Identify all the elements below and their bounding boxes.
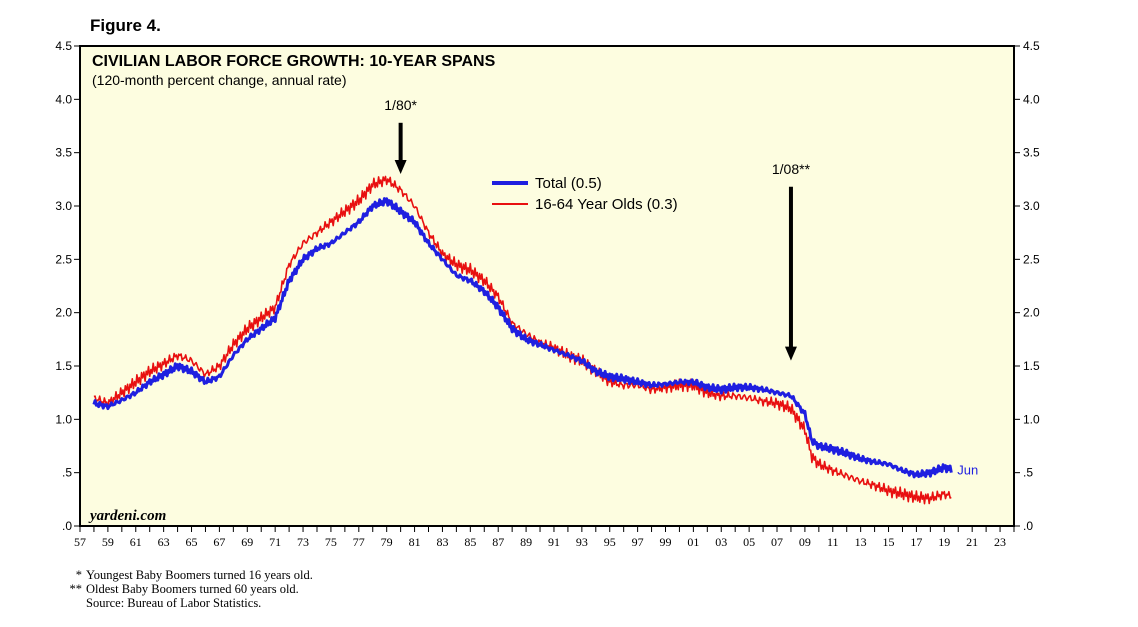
y-tick-label-right: .0 xyxy=(1023,519,1033,533)
x-tick-label: 19 xyxy=(938,535,950,549)
legend: Total (0.5) 16-64 Year Olds (0.3) xyxy=(492,175,678,213)
x-tick-label: 13 xyxy=(855,535,867,549)
annotation-label: 1/80* xyxy=(384,97,417,113)
x-tick-label: 05 xyxy=(743,535,755,549)
x-tick-label: 21 xyxy=(966,535,978,549)
y-tick-label-right: 1.0 xyxy=(1023,412,1040,426)
annotation-arrow-head xyxy=(784,346,797,361)
x-tick-label: 95 xyxy=(604,535,616,549)
annotation-arrow-head xyxy=(394,160,407,174)
y-tick-label-left: 1.0 xyxy=(55,412,72,426)
y-tick-label-right: .5 xyxy=(1023,466,1033,480)
x-tick-label: 77 xyxy=(353,535,365,549)
y-axis-right: .0 .5 1.0 1.5 2.0 2.5 3.0 3.5 4.0 4.5 xyxy=(1014,39,1040,533)
y-tick-label-left: 4.0 xyxy=(55,92,72,106)
y-axis-left: .0 .5 1.0 1.5 2.0 2.5 3.0 3.5 4.0 4.5 xyxy=(55,39,80,533)
watermark: yardeni.com xyxy=(88,508,166,524)
footnote: ** Oldest Baby Boomers turned 60 years ol… xyxy=(60,582,313,596)
chart-subtitle: (120-month percent change, annual rate) xyxy=(92,72,347,88)
footnote-text: Source: Bureau of Labor Statistics. xyxy=(86,596,262,610)
footnote-text: Youngest Baby Boomers turned 16 years ol… xyxy=(86,568,313,582)
x-tick-label: 71 xyxy=(269,535,281,549)
y-tick-label-left: 3.5 xyxy=(55,146,72,160)
x-tick-label: 15 xyxy=(883,535,895,549)
x-tick-label: 63 xyxy=(158,535,170,549)
y-tick-label-left: 2.0 xyxy=(55,306,72,320)
legend-label-16-64: 16-64 Year Olds (0.3) xyxy=(535,196,678,213)
x-tick-label: 99 xyxy=(659,535,671,549)
y-tick-label-right: 3.5 xyxy=(1023,146,1040,160)
x-tick-label: 17 xyxy=(910,535,922,549)
y-tick-label-left: 3.0 xyxy=(55,199,72,213)
series-line-total xyxy=(92,197,953,479)
x-tick-label: 69 xyxy=(241,535,253,549)
x-tick-label: 01 xyxy=(687,535,699,549)
y-tick-label-left: .0 xyxy=(62,519,72,533)
footnote-marker: * xyxy=(75,568,82,582)
legend-label-total: Total (0.5) xyxy=(535,175,602,192)
x-tick-label: 07 xyxy=(771,535,783,549)
x-tick-label: 65 xyxy=(186,535,198,549)
y-tick-label-right: 3.0 xyxy=(1023,199,1040,213)
footnotes: * Youngest Baby Boomers turned 16 years o… xyxy=(60,568,313,610)
x-tick-label: 75 xyxy=(325,535,337,549)
chart-title: CIVILIAN LABOR FORCE GROWTH: 10-YEAR SPA… xyxy=(92,53,496,70)
y-tick-label-right: 1.5 xyxy=(1023,359,1040,373)
x-tick-label: 09 xyxy=(799,535,811,549)
y-tick-label-right: 2.0 xyxy=(1023,306,1040,320)
y-tick-label-right: 2.5 xyxy=(1023,252,1040,266)
series-layer xyxy=(92,175,953,505)
y-tick-label-left: 2.5 xyxy=(55,252,72,266)
plot-area xyxy=(79,45,1015,527)
annotation-label: 1/08** xyxy=(772,161,811,177)
x-tick-label: 81 xyxy=(409,535,421,549)
y-tick-label-right: 4.0 xyxy=(1023,92,1040,106)
x-tick-label: 59 xyxy=(102,535,114,549)
y-tick-label-right: 4.5 xyxy=(1023,39,1040,53)
x-tick-label: 03 xyxy=(715,535,727,549)
footnote: Source: Bureau of Labor Statistics. xyxy=(60,596,313,610)
footnote: * Youngest Baby Boomers turned 16 years o… xyxy=(60,568,313,582)
x-tick-label: 11 xyxy=(827,535,839,549)
x-tick-label: 97 xyxy=(632,535,644,549)
y-tick-label-left: .5 xyxy=(62,466,72,480)
x-tick-label: 83 xyxy=(436,535,448,549)
x-tick-label: 61 xyxy=(130,535,142,549)
x-tick-label: 73 xyxy=(297,535,309,549)
figure-label: Figure 4. xyxy=(90,16,161,35)
x-axis: 57 59 61 63 65 67 69 71 73 75 77 79 81 83 85 87 89 91 93 95… xyxy=(74,526,1015,549)
x-tick-label: 89 xyxy=(520,535,532,549)
footnote-marker: ** xyxy=(69,582,83,596)
y-tick-label-left: 1.5 xyxy=(55,359,72,373)
x-tick-label: 23 xyxy=(994,535,1006,549)
x-tick-label: 79 xyxy=(381,535,393,549)
x-tick-label: 57 xyxy=(74,535,86,549)
x-tick-label: 93 xyxy=(576,535,588,549)
x-tick-label: 87 xyxy=(492,535,504,549)
annotation-end-label: Jun xyxy=(957,462,978,477)
footnote-text: Oldest Baby Boomers turned 60 years old. xyxy=(86,582,299,596)
x-tick-label: 85 xyxy=(464,535,476,549)
x-tick-label: 67 xyxy=(213,535,225,549)
annotation-layer: 1/80* 1/08** Jun xyxy=(384,97,978,478)
series-line-16-64 xyxy=(93,175,952,505)
x-tick-label: 91 xyxy=(548,535,560,549)
y-tick-label-left: 4.5 xyxy=(55,39,72,53)
